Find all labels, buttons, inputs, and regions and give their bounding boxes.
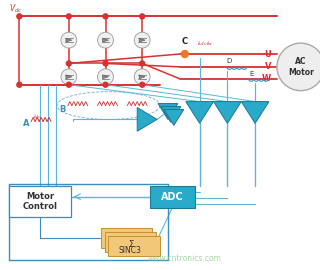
Polygon shape bbox=[139, 75, 145, 79]
Circle shape bbox=[17, 14, 22, 19]
Polygon shape bbox=[102, 75, 108, 79]
Circle shape bbox=[17, 82, 22, 87]
Circle shape bbox=[103, 14, 108, 19]
Polygon shape bbox=[139, 38, 145, 42]
Text: E: E bbox=[249, 71, 253, 77]
FancyBboxPatch shape bbox=[100, 228, 152, 248]
Text: U: U bbox=[264, 49, 271, 59]
Polygon shape bbox=[66, 38, 72, 42]
Polygon shape bbox=[213, 102, 241, 123]
Text: ADC: ADC bbox=[161, 192, 184, 202]
Circle shape bbox=[98, 69, 113, 85]
FancyBboxPatch shape bbox=[105, 232, 156, 252]
Text: Σ: Σ bbox=[128, 240, 133, 249]
Circle shape bbox=[140, 82, 145, 87]
Circle shape bbox=[66, 61, 71, 66]
Text: V: V bbox=[265, 62, 271, 71]
Circle shape bbox=[140, 61, 145, 66]
Polygon shape bbox=[66, 75, 72, 79]
Circle shape bbox=[181, 50, 188, 58]
Text: www.cntronics.com: www.cntronics.com bbox=[148, 254, 222, 263]
Circle shape bbox=[134, 69, 150, 85]
Text: $i_{dc}$: $i_{dc}$ bbox=[33, 112, 42, 121]
Polygon shape bbox=[186, 102, 213, 123]
Text: W: W bbox=[262, 74, 271, 83]
Text: D: D bbox=[227, 58, 232, 64]
Text: $i_u i_v i_w$: $i_u i_v i_w$ bbox=[197, 39, 213, 48]
Polygon shape bbox=[102, 38, 108, 42]
Polygon shape bbox=[158, 104, 178, 119]
Text: B: B bbox=[59, 105, 65, 114]
Circle shape bbox=[103, 82, 108, 87]
Circle shape bbox=[140, 14, 145, 19]
Text: $V_{dc}$: $V_{dc}$ bbox=[9, 3, 23, 15]
Circle shape bbox=[134, 32, 150, 48]
Polygon shape bbox=[241, 102, 269, 123]
Circle shape bbox=[103, 61, 108, 66]
FancyBboxPatch shape bbox=[9, 186, 71, 218]
Text: SINC3: SINC3 bbox=[119, 246, 142, 255]
Polygon shape bbox=[137, 107, 157, 131]
Text: AC
Motor: AC Motor bbox=[288, 57, 314, 77]
Text: Motor
Control: Motor Control bbox=[22, 192, 58, 211]
Circle shape bbox=[66, 82, 71, 87]
Circle shape bbox=[61, 32, 77, 48]
FancyBboxPatch shape bbox=[108, 236, 160, 256]
Polygon shape bbox=[161, 107, 181, 122]
Circle shape bbox=[98, 32, 113, 48]
FancyBboxPatch shape bbox=[150, 186, 195, 208]
Polygon shape bbox=[164, 110, 184, 125]
Text: A: A bbox=[23, 119, 30, 128]
Circle shape bbox=[277, 43, 321, 91]
Circle shape bbox=[66, 14, 71, 19]
Circle shape bbox=[61, 69, 77, 85]
Text: C: C bbox=[182, 37, 188, 46]
